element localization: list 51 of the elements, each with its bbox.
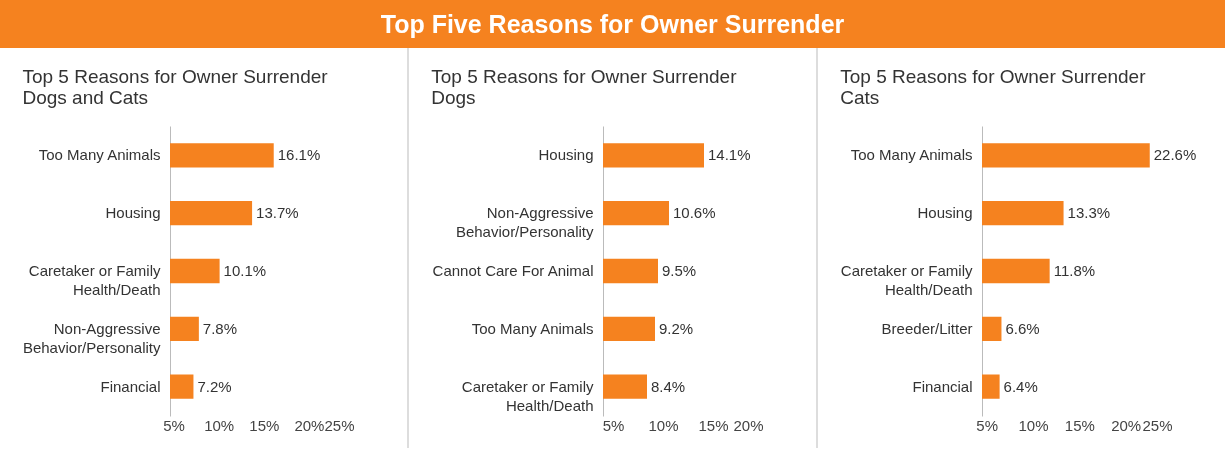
y-tick-label: Breeder/Litter [881, 319, 973, 337]
x-tick-label: 25% [324, 416, 355, 434]
data-label: 7.8% [202, 319, 238, 337]
data-label: 8.4% [650, 377, 685, 395]
y-tick-label: Non-Aggressive Behavior/Personality [455, 204, 594, 241]
data-label: 9.2% [658, 319, 693, 337]
data-label: 13.7% [256, 204, 299, 222]
x-tick-label: 10% [1018, 416, 1049, 434]
y-tick-label: Housing [917, 204, 973, 222]
data-label: 9.5% [661, 262, 696, 279]
data-label: 13.3% [1067, 204, 1110, 222]
y-tick-label: Housing [105, 204, 161, 222]
x-tick-label: 5% [602, 416, 625, 434]
x-tick-label: 15% [1064, 416, 1095, 434]
chart-subtitle: Cats [839, 87, 879, 108]
data-label: 14.1% [707, 146, 751, 164]
chart-title: Top 5 Reasons for Owner Surrender [839, 66, 1146, 87]
x-tick-label: 10% [648, 416, 679, 434]
x-tick-label: 5% [163, 416, 185, 434]
y-tick-label: Housing [538, 146, 594, 164]
y-tick-label: Financial [912, 377, 973, 395]
x-tick-label: 5% [975, 416, 998, 434]
chart-subtitle: Dogs and Cats [22, 87, 149, 108]
y-tick-label: Financial [100, 377, 161, 395]
chart-title: Top 5 Reasons for Owner Surrender [431, 66, 737, 87]
data-label: 11.8% [1053, 262, 1095, 279]
y-tick-label: Caretaker or Family Health/Death [840, 262, 973, 298]
text: Top Five Reasons for Owner Surrender [0, 0, 1225, 48]
x-tick-label: 15% [698, 416, 729, 434]
x-tick-label: 15% [249, 416, 280, 434]
data-label: 16.1% [277, 146, 321, 164]
data-label: 10.6% [672, 204, 716, 222]
y-tick-label: Caretaker or Family Health/Death [28, 262, 161, 298]
chart-title: Top 5 Reasons for Owner Surrender [22, 66, 329, 87]
x-tick-label: 20% [294, 416, 325, 434]
y-tick-label: Too Many Animals [471, 319, 594, 337]
y-tick-label: Non-Aggressive Behavior/Personality [22, 319, 161, 356]
data-label: 6.4% [1003, 377, 1038, 395]
y-tick-label: Caretaker or Family Health/Death [461, 377, 594, 414]
y-tick-label: Too Many Animals [38, 146, 161, 164]
data-label: 10.1% [223, 262, 267, 279]
x-tick-label: 20% [1110, 416, 1141, 434]
data-label: 22.6% [1153, 146, 1196, 164]
x-tick-label: 20% [733, 416, 764, 434]
data-label: 6.6% [1005, 319, 1040, 337]
x-tick-label: 10% [204, 416, 235, 434]
data-label: 7.2% [197, 377, 232, 395]
x-tick-label: 25% [1142, 416, 1173, 434]
y-tick-label: Cannot Care For Animal [432, 262, 594, 279]
chart-subtitle: Dogs [431, 87, 476, 108]
y-tick-label: Too Many Animals [850, 146, 973, 164]
